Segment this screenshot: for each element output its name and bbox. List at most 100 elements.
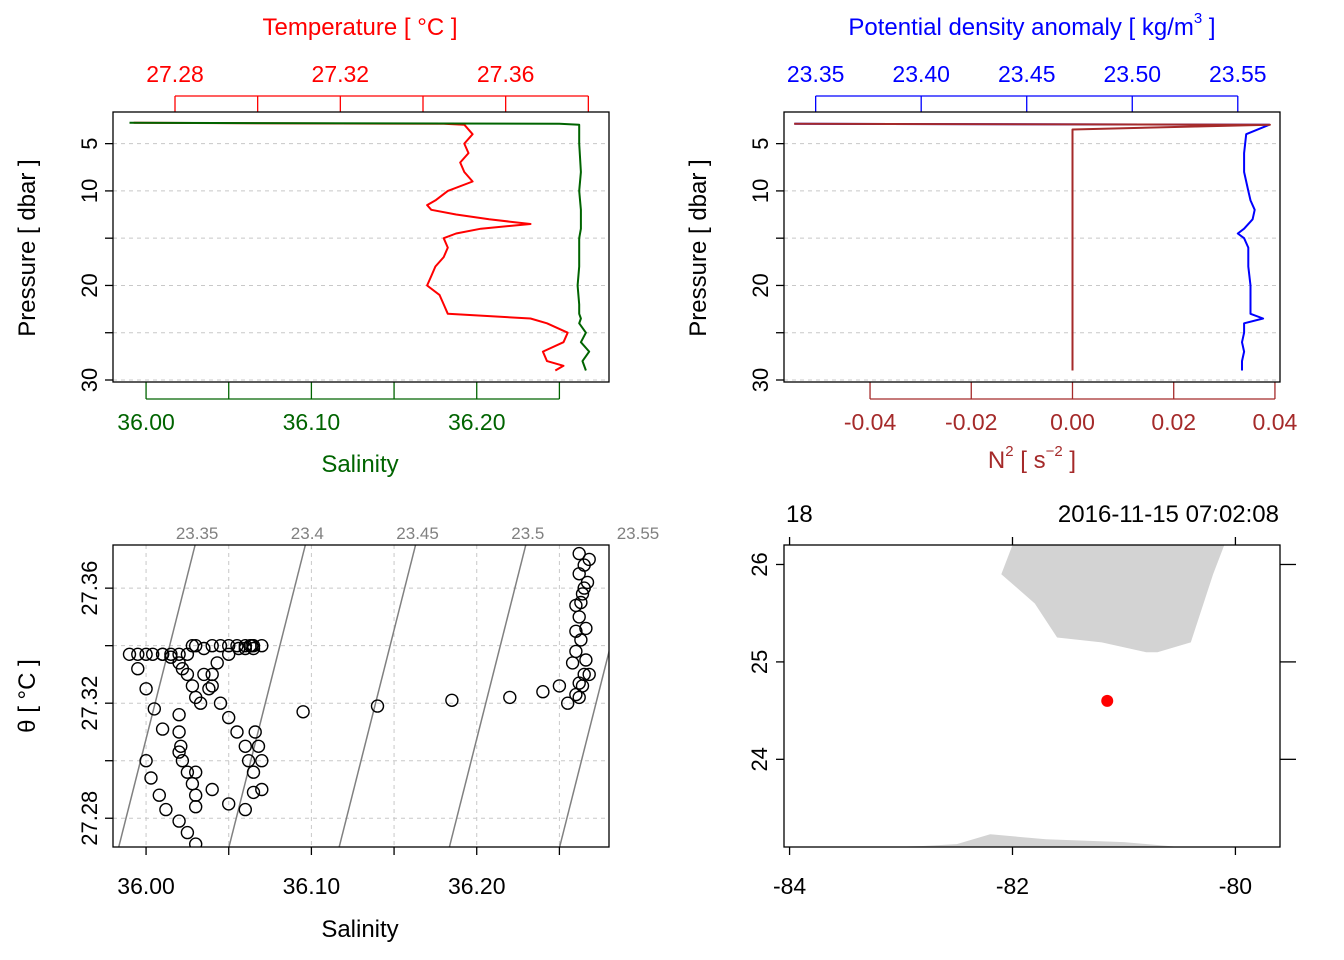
ts-point — [445, 693, 459, 707]
ts-ytick-label-10: 10 — [77, 179, 102, 203]
rho-bottom-tick-label-1: -0.02 — [945, 409, 997, 435]
ts-point — [565, 656, 580, 670]
ts-point — [205, 639, 219, 653]
n2-title-unit: [ s — [1014, 447, 1046, 474]
ts-point — [255, 639, 269, 653]
ts-xtick-label-4: 36.20 — [448, 873, 506, 899]
land-florida — [1001, 545, 1225, 653]
isopycnal-label-2: 23.45 — [396, 524, 439, 543]
ts-point — [569, 624, 583, 638]
map-xtick-label-2: -80 — [1219, 873, 1252, 899]
ts-profile-frame — [112, 111, 610, 383]
ts-profile-y-axis-title: Pressure [ dbar ] — [14, 159, 41, 336]
rho-top-tick-label-0: 23.35 — [787, 61, 845, 87]
ts-point — [189, 837, 203, 847]
ts-point — [574, 595, 588, 610]
ts-top-tick-label-4: 27.36 — [477, 61, 535, 87]
ts-point — [139, 647, 153, 661]
density-profile-series — [794, 122, 1271, 371]
ts-point — [230, 725, 244, 739]
theta-s-isopycnals — [118, 545, 609, 847]
ts-point — [582, 552, 596, 567]
ts-profile-grid — [113, 143, 609, 381]
ts-point — [185, 679, 200, 693]
map-ytick-label-2: 26 — [747, 552, 772, 576]
ts-point — [503, 690, 517, 705]
rho-top-tick-label-1: 23.40 — [892, 61, 950, 87]
ts-point — [172, 725, 186, 739]
ts-point — [238, 739, 253, 753]
ts-bottom-tick-label-4: 36.20 — [448, 409, 506, 435]
map-ytick-label-1: 25 — [747, 650, 772, 674]
density-profile-y-axis-title: Pressure [ dbar ] — [685, 159, 712, 336]
ts-point — [572, 546, 586, 561]
ts-point — [221, 639, 236, 653]
theta-s-axes: 36.00 36.10 36.20 27.28 27.32 27.36 23.35 23.4 2… — [77, 524, 659, 899]
ts-point — [131, 662, 145, 676]
ts-point — [139, 754, 153, 768]
ts-point — [246, 639, 261, 653]
isopycnal-label-3: 23.5 — [511, 524, 544, 543]
ts-point — [210, 656, 224, 670]
isopycnal-3 — [448, 545, 527, 847]
isopycnal-2 — [338, 545, 417, 847]
ts-point — [241, 754, 256, 768]
ts-point — [248, 725, 262, 739]
ts-top-tick-label-2: 27.32 — [312, 61, 370, 87]
ts-point — [172, 745, 186, 759]
ts-point — [255, 782, 269, 797]
density-profile-panel: 5 10 20 30 23.35 23.40 23.45 23.50 23.55 -0.04 -0.… — [685, 10, 1298, 474]
theta-s-grid — [113, 545, 609, 847]
ts-point — [552, 679, 567, 693]
station-map-panel: -84 -82 -80 24 25 26 18 2016-11-15 07:02:08 — [747, 501, 1296, 899]
density-profile-top-axis-title: Potential density anomaly [ kg/m3 ] — [848, 10, 1215, 41]
ts-point — [577, 581, 591, 595]
ts-point — [575, 587, 590, 601]
ts-point — [188, 639, 203, 653]
ts-bottom-tick-label-2: 36.10 — [283, 409, 341, 435]
ts-point — [180, 765, 195, 779]
ts-point — [164, 647, 178, 661]
map-ytick-label-0: 24 — [747, 747, 772, 771]
ts-point — [193, 696, 208, 710]
ts-point — [572, 567, 586, 581]
ts-point — [579, 621, 593, 636]
rho-ytick-label-10: 10 — [748, 179, 773, 203]
map-xtick-label-1: -82 — [996, 873, 1029, 899]
ts-point — [572, 610, 586, 624]
ts-point — [175, 754, 190, 768]
ts-point — [221, 710, 236, 725]
ts-point — [122, 647, 137, 661]
ts-point — [188, 788, 203, 802]
n2-title-unit-sup: −2 — [1046, 443, 1063, 460]
ts-point — [251, 739, 266, 753]
ts-point — [246, 765, 261, 779]
ts-bottom-tick-label-0: 36.00 — [117, 409, 175, 435]
rho-top-tick-label-3: 23.50 — [1103, 61, 1161, 87]
ts-point — [579, 653, 593, 667]
ts-point — [155, 722, 170, 736]
ts-point — [569, 644, 583, 659]
ts-xtick-label-0: 36.00 — [117, 873, 175, 899]
ts-point — [145, 647, 160, 661]
ts-point — [255, 754, 269, 768]
n2-axis-title: N2 [ s−2 ] — [988, 443, 1076, 474]
land-bahamas — [1280, 681, 1286, 705]
n2-title-sup: 2 — [1005, 443, 1013, 460]
ts-profile-bottom-axis-title: Salinity — [321, 451, 398, 478]
isopycnal-4 — [558, 648, 609, 847]
ts-point — [370, 699, 385, 713]
ts-point — [172, 708, 186, 722]
isopycnal-label-4: 23.55 — [617, 524, 660, 543]
ts-point — [582, 667, 596, 682]
density-title-main: Potential density anomaly [ kg/m — [848, 14, 1194, 41]
ts-profile-axes: 5 10 20 30 27.28 27.32 27.36 36.00 36.10 36.20 — [77, 61, 589, 435]
ts-point — [180, 825, 195, 840]
ts-point — [575, 679, 590, 693]
ts-point — [221, 797, 236, 811]
n2-title-main: N — [988, 447, 1005, 474]
ts-point — [238, 639, 253, 653]
isopycnal-label-1: 23.4 — [291, 524, 324, 543]
rho-top-tick-label-4: 23.55 — [1209, 61, 1267, 87]
